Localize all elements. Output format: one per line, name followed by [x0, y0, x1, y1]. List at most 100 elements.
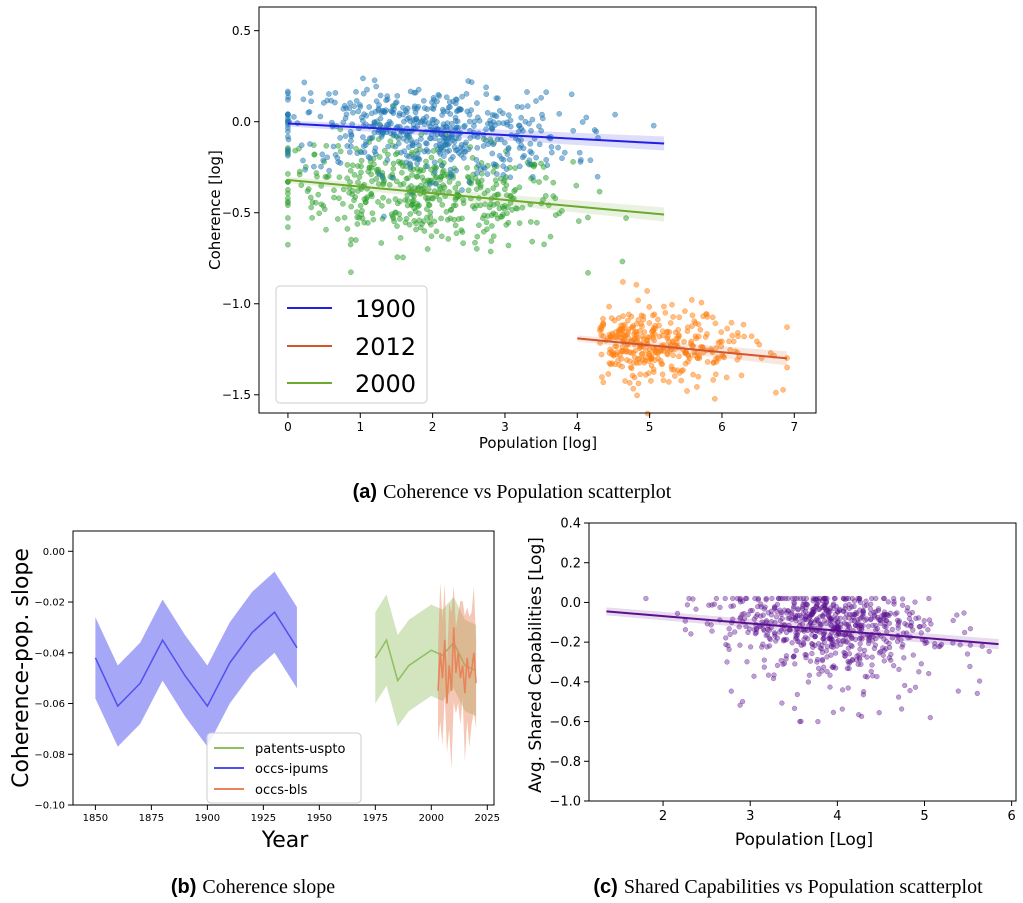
scatter-point [323, 226, 329, 233]
scatter-point [446, 140, 452, 147]
scatter-point [741, 616, 748, 622]
scatter-point [805, 679, 812, 685]
scatter-point [430, 106, 437, 112]
caption-a-letter: (a) [353, 481, 377, 503]
scatter-point [405, 175, 411, 182]
scatter-point [932, 641, 938, 647]
panel-a-xlabel: Population [log] [479, 434, 597, 452]
scatter-point [468, 79, 475, 86]
scatter-point [482, 201, 488, 208]
scatter-point [335, 143, 342, 149]
scatter-point [556, 210, 563, 217]
scatter-point [390, 160, 397, 167]
scatter-point [445, 236, 452, 242]
scatter-point [737, 642, 743, 648]
scatter-point [761, 627, 767, 634]
scatter-point [500, 171, 507, 178]
scatter-point [492, 177, 499, 184]
scatter-point [583, 114, 590, 121]
scatter-point [779, 700, 785, 706]
scatter-point [354, 188, 361, 194]
scatter-point [453, 167, 459, 174]
scatter-point [450, 154, 456, 160]
y-tick-label: 0.4 [560, 517, 581, 532]
scatter-point [631, 331, 637, 337]
scatter-point [921, 623, 927, 629]
scatter-point [828, 652, 834, 658]
scatter-point [285, 241, 291, 248]
scatter-point [819, 642, 825, 648]
x-tick-label: 4 [573, 420, 581, 434]
fit-line [287, 122, 665, 145]
scatter-point [514, 103, 521, 110]
scatter-point [667, 320, 674, 326]
scatter-point [862, 673, 868, 680]
scatter-point [730, 595, 736, 602]
scatter-point [873, 595, 879, 602]
scatter-point [780, 595, 786, 602]
scatter-point [689, 312, 696, 319]
scatter-point [368, 193, 375, 200]
scatter-point [623, 215, 629, 221]
scatter-point [830, 709, 837, 716]
scatter-point [427, 181, 433, 187]
scatter-point [504, 204, 511, 211]
scatter-point [870, 673, 876, 679]
scatter-point [657, 357, 664, 364]
scatter-point [506, 156, 513, 163]
scatter-point [389, 103, 396, 109]
scatter-point [758, 613, 764, 619]
scatter-point [342, 115, 349, 122]
scatter-point [452, 185, 459, 191]
scatter-point [651, 331, 658, 337]
scatter-point [379, 202, 385, 209]
scatter-point [426, 120, 432, 127]
scatter-point [488, 238, 495, 244]
scatter-point [822, 618, 828, 624]
scatter-point [480, 143, 487, 149]
scatter-point [803, 601, 809, 607]
scatter-point [639, 356, 646, 363]
scatter-point [394, 223, 400, 229]
scatter-point [477, 166, 484, 172]
scatter-point [431, 164, 438, 170]
scatter-point [820, 612, 826, 619]
scatter-point [324, 154, 331, 161]
scatter-point [886, 620, 893, 626]
scatter-point [471, 123, 477, 129]
scatter-point [443, 94, 450, 101]
scatter-point [538, 94, 544, 101]
scatter-point [490, 185, 497, 192]
scatter-point [529, 238, 536, 245]
caption-b-letter: (b) [171, 876, 197, 898]
scatter-point [926, 595, 932, 602]
scatter-point [825, 613, 832, 619]
scatter-point [651, 337, 658, 344]
scatter-point [529, 174, 536, 180]
scatter-point [432, 180, 439, 187]
scatter-point [529, 116, 536, 123]
scatter-point [747, 644, 754, 650]
x-tick-label: 2000 [419, 813, 444, 824]
scatter-point [814, 597, 820, 603]
scatter-point [612, 111, 618, 118]
scatter-point [444, 216, 451, 223]
scatter-point [404, 132, 410, 139]
scatter-point [307, 141, 313, 147]
scatter-point [784, 324, 790, 331]
scatter-point [309, 214, 315, 221]
scatter-point [433, 228, 440, 235]
series-line [94, 611, 298, 708]
y-tick-label: −0.6 [549, 715, 581, 730]
scatter-point [300, 157, 306, 164]
scatter-point [372, 151, 379, 157]
panel-c-plot-area [606, 595, 999, 725]
scatter-point [726, 646, 732, 653]
scatter-point [723, 374, 730, 381]
scatter-point [350, 109, 356, 116]
scatter-point [361, 149, 368, 156]
scatter-point [795, 606, 801, 612]
scatter-point [285, 133, 291, 140]
scatter-point [326, 91, 332, 97]
scatter-point [729, 332, 736, 339]
